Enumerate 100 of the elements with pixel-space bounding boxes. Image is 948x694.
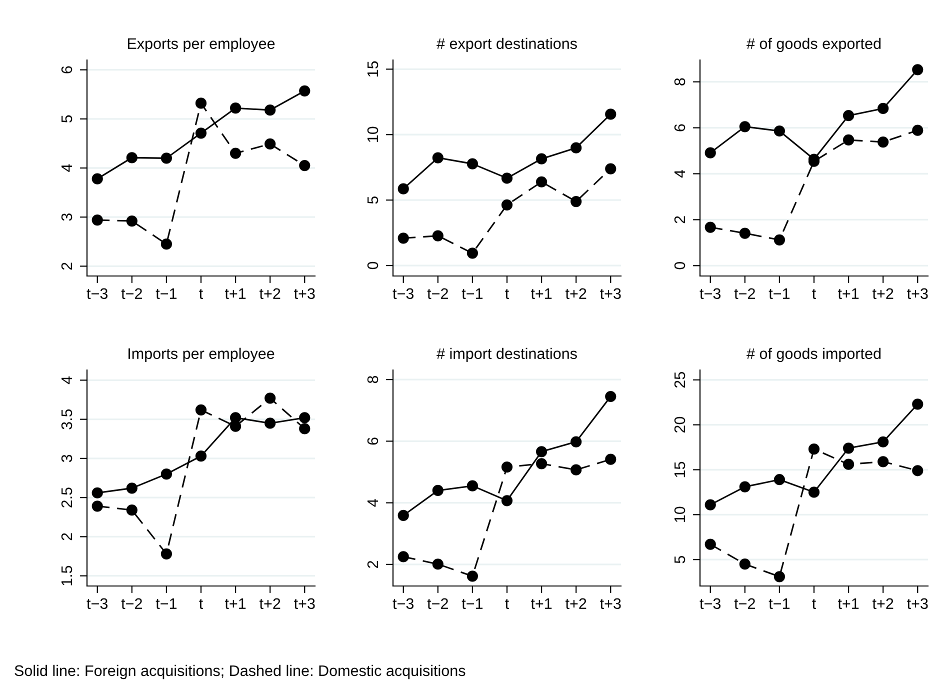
point <box>501 172 513 184</box>
point <box>299 423 310 434</box>
point <box>398 232 409 244</box>
x-tick-label: t <box>505 289 510 299</box>
y-tick-label: 10 <box>367 126 378 142</box>
y-tick-label: 5 <box>62 115 72 123</box>
point <box>774 571 786 582</box>
x-tick-label: t−2 <box>427 288 448 299</box>
x-tick-label: t−1 <box>156 288 177 299</box>
point <box>264 392 276 404</box>
x-tick-label: t+2 <box>872 598 894 609</box>
x-tick-label: t <box>812 599 816 609</box>
point <box>126 482 138 494</box>
point <box>605 390 616 402</box>
text: Solid line: Foreign acquisitions; Dashed line: Domestic acquisitions <box>14 664 466 680</box>
x-tick-label: t+2 <box>565 598 586 609</box>
point <box>704 222 716 233</box>
point <box>432 152 444 164</box>
point <box>466 158 478 170</box>
x-tick-label: t−3 <box>86 288 108 300</box>
x-tick-label: t+3 <box>600 288 621 300</box>
point <box>570 196 582 208</box>
y-tick-label: 15 <box>674 462 686 478</box>
point <box>878 136 889 148</box>
point <box>126 215 138 227</box>
y-tick-label: 5 <box>368 196 378 204</box>
chart-title: # import destinations <box>436 348 577 362</box>
x-tick-label: t−1 <box>156 598 177 609</box>
x-tick-label: t+1 <box>530 598 552 609</box>
y-tick-label: 3.5 <box>61 409 72 430</box>
point <box>570 142 582 154</box>
x-tick-label: t+1 <box>838 598 859 609</box>
y-tick-label: 20 <box>674 416 686 433</box>
x-tick-label: t+3 <box>907 288 928 300</box>
x-tick-label: t <box>812 289 816 299</box>
y-tick-label: 2.5 <box>61 488 72 508</box>
y-tick-label: 6 <box>61 66 72 74</box>
point <box>501 199 513 210</box>
point <box>536 176 548 188</box>
point <box>126 152 138 164</box>
point <box>605 108 616 120</box>
chart-title: # of goods exported <box>746 38 881 52</box>
point <box>230 420 242 432</box>
x-tick-label: t <box>199 289 204 299</box>
point <box>160 152 172 164</box>
x-tick-label: t <box>199 599 204 609</box>
point <box>432 558 444 570</box>
point <box>126 504 138 516</box>
chart-title: # export destinations <box>436 38 577 52</box>
point <box>230 102 242 114</box>
y-tick-label: 2 <box>674 216 686 224</box>
point <box>195 404 207 416</box>
x-tick-label: t+3 <box>907 598 928 610</box>
point <box>774 234 786 246</box>
chart-title: Imports per employee <box>128 348 274 362</box>
x-tick-label: t+1 <box>224 288 246 299</box>
x-tick-label: t+2 <box>259 598 280 609</box>
y-tick-label: 5 <box>674 556 686 564</box>
point <box>398 510 409 521</box>
y-tick-label: 3 <box>61 454 72 462</box>
x-tick-label: t+1 <box>224 598 246 609</box>
point <box>808 444 820 455</box>
point <box>264 104 276 116</box>
point <box>774 125 786 137</box>
y-tick-label: 8 <box>674 78 686 86</box>
x-tick-label: t−1 <box>462 598 483 609</box>
x-tick-label: t+3 <box>294 598 315 610</box>
point <box>739 558 750 570</box>
y-tick-label: 2 <box>61 533 72 540</box>
y-tick-label: 4 <box>368 499 378 507</box>
point <box>501 495 513 506</box>
point <box>432 230 444 242</box>
x-tick-label: t−2 <box>734 288 755 299</box>
x-tick-label: t−3 <box>86 598 108 610</box>
y-tick-label: 6 <box>674 124 686 132</box>
point <box>160 468 172 480</box>
chart-title: Exports per employee <box>128 38 275 52</box>
point <box>878 102 889 114</box>
point <box>195 128 207 139</box>
x-tick-label: t−3 <box>700 598 721 610</box>
point <box>878 456 889 468</box>
point <box>230 412 242 424</box>
point <box>912 64 924 76</box>
point <box>704 499 716 510</box>
point <box>774 474 786 486</box>
y-tick-label: 3 <box>61 214 72 221</box>
y-tick-label: 25 <box>674 372 686 388</box>
point <box>912 465 924 476</box>
x-tick-label: t−3 <box>700 288 721 300</box>
point <box>160 548 172 560</box>
x-tick-label: t+2 <box>259 288 280 299</box>
point <box>704 538 716 550</box>
x-tick-label: t−2 <box>427 598 448 609</box>
point <box>536 446 548 458</box>
x-tick-label: t−2 <box>734 598 755 609</box>
point <box>92 173 103 184</box>
point <box>570 436 582 448</box>
x-tick-label: t−2 <box>121 288 142 299</box>
point <box>92 500 103 512</box>
point <box>739 481 750 492</box>
